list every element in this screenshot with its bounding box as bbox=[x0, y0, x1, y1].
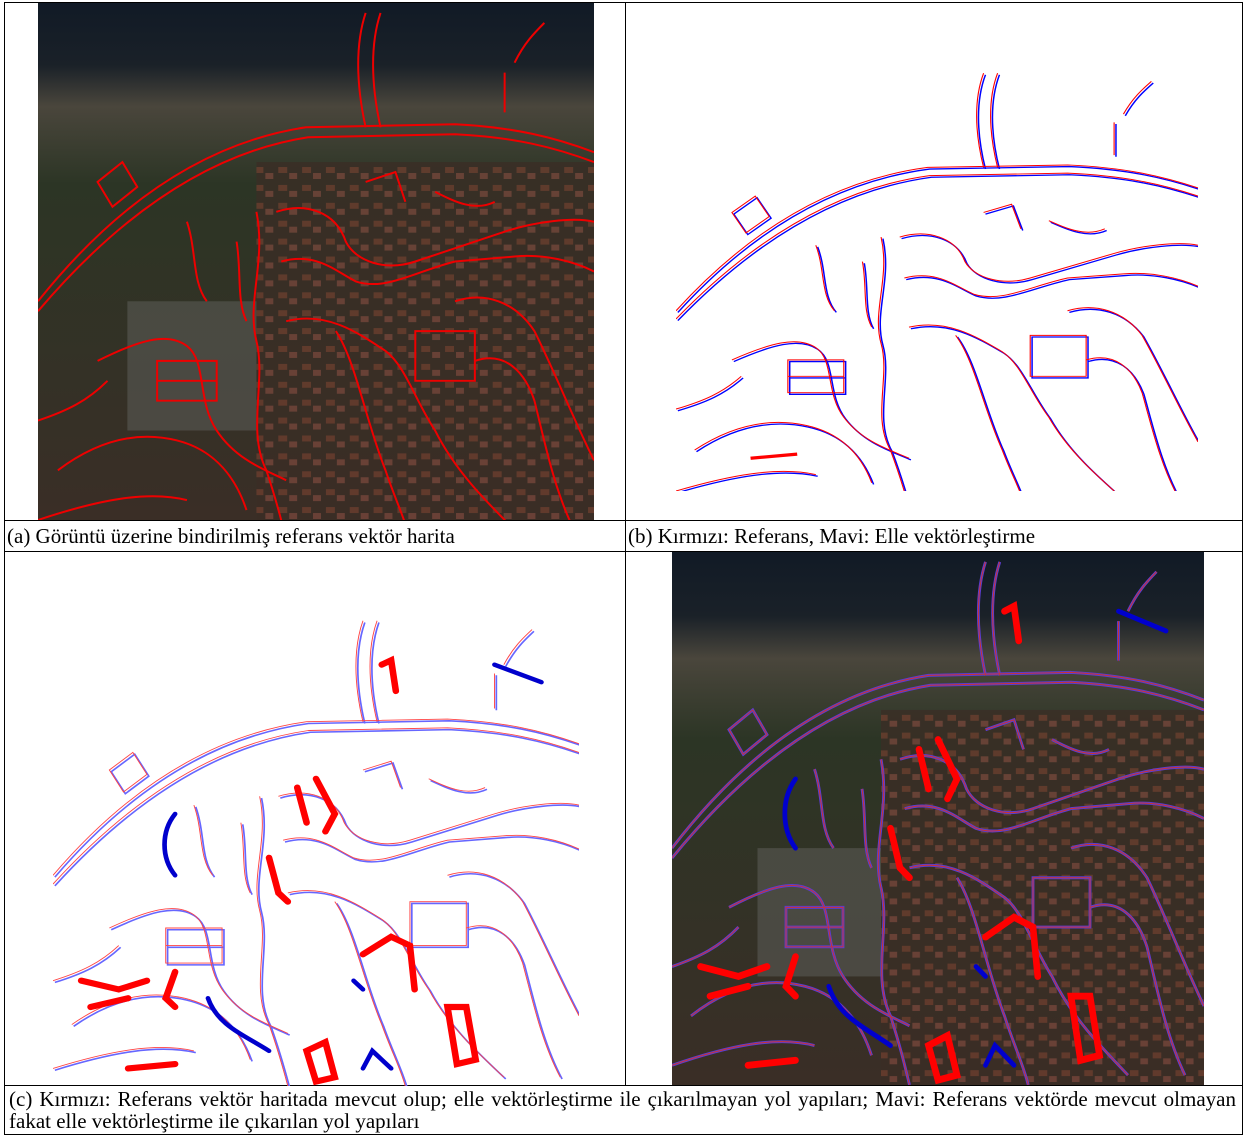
vector-map-b bbox=[676, 65, 1198, 491]
figure-table: (a) Görüntü üzerine bindirilmiş referans… bbox=[4, 2, 1243, 1135]
caption-a: (a) Görüntü üzerine bindirilmiş referans… bbox=[5, 521, 626, 552]
satellite-image-a bbox=[38, 3, 594, 520]
panel-a bbox=[5, 3, 626, 521]
caption-b: (b) Kırmızı: Referans, Mavi: Elle vektör… bbox=[626, 521, 1243, 552]
panel-d bbox=[626, 552, 1243, 1086]
satellite-image-d bbox=[672, 552, 1204, 1085]
caption-c: (c) Kırmızı: Referans vektör haritada me… bbox=[5, 1086, 1243, 1135]
page: {"figure": { "captions": { "a": "(a) Gör… bbox=[0, 0, 1246, 1133]
vector-map-c bbox=[53, 612, 579, 1086]
panel-b bbox=[626, 3, 1243, 521]
panel-c bbox=[5, 552, 626, 1086]
